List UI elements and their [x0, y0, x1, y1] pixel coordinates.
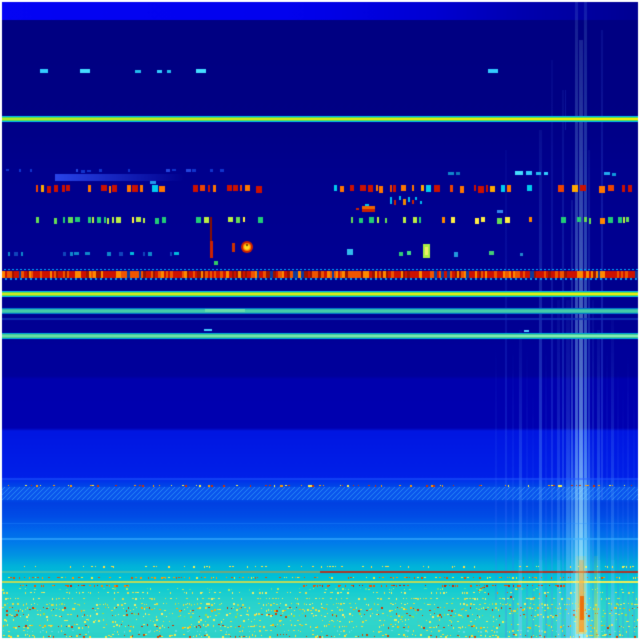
spectrogram-heatmap [0, 0, 640, 640]
spectrogram-image [0, 0, 640, 640]
